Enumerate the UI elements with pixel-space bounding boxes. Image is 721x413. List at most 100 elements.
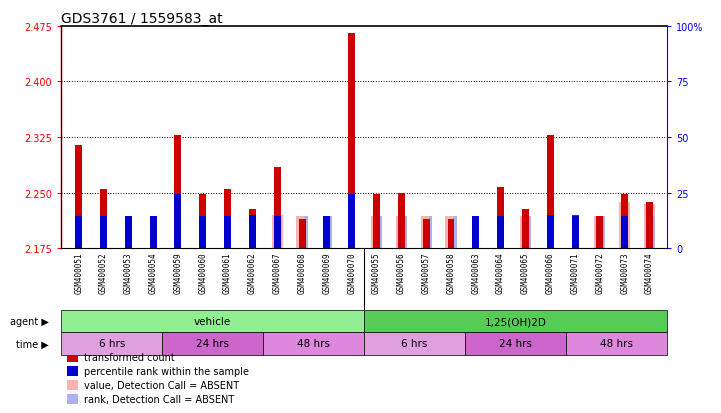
Text: 24 hrs: 24 hrs <box>499 339 532 349</box>
Bar <box>572 216 578 249</box>
Text: GSM400058: GSM400058 <box>446 252 456 293</box>
Text: GSM400062: GSM400062 <box>248 252 257 293</box>
Bar <box>61 332 162 355</box>
Bar <box>454 217 456 249</box>
Bar <box>528 217 531 249</box>
Bar <box>596 217 603 249</box>
Bar <box>249 209 256 249</box>
Bar <box>652 217 655 249</box>
Bar <box>622 217 628 249</box>
Bar <box>263 332 364 355</box>
Text: GSM400070: GSM400070 <box>348 252 356 293</box>
Text: GSM400074: GSM400074 <box>645 252 654 293</box>
Bar <box>324 217 330 249</box>
Text: GSM400069: GSM400069 <box>322 252 332 293</box>
Text: GSM400054: GSM400054 <box>149 252 158 293</box>
Bar <box>67 394 79 404</box>
Bar <box>224 217 231 249</box>
Text: time ▶: time ▶ <box>17 339 49 349</box>
Text: GSM400055: GSM400055 <box>372 252 381 293</box>
Text: GDS3761 / 1559583_at: GDS3761 / 1559583_at <box>61 12 223 26</box>
Bar <box>67 380 79 390</box>
Text: GSM400060: GSM400060 <box>198 252 207 293</box>
Bar <box>61 310 364 332</box>
Bar <box>622 195 628 249</box>
Bar <box>67 352 79 362</box>
Text: 48 hrs: 48 hrs <box>297 339 330 349</box>
Bar <box>379 217 382 249</box>
Bar <box>174 195 182 249</box>
Text: GSM400066: GSM400066 <box>546 252 554 293</box>
Text: GSM400061: GSM400061 <box>223 252 232 293</box>
Bar <box>594 217 606 249</box>
Bar <box>420 217 432 249</box>
Bar <box>465 332 566 355</box>
Bar <box>100 217 107 249</box>
Bar <box>522 209 529 249</box>
Bar <box>150 217 156 249</box>
Bar <box>644 204 655 249</box>
Bar <box>396 217 407 249</box>
Text: 6 hrs: 6 hrs <box>99 339 125 349</box>
Bar <box>348 195 355 249</box>
Text: GSM400065: GSM400065 <box>521 252 530 293</box>
Bar <box>497 217 504 249</box>
Bar <box>150 217 156 249</box>
Text: GSM400052: GSM400052 <box>99 252 108 293</box>
Bar <box>199 195 206 249</box>
Text: GSM400053: GSM400053 <box>124 252 133 293</box>
Text: GSM400063: GSM400063 <box>472 252 480 293</box>
Bar <box>446 217 456 249</box>
Bar <box>329 217 332 249</box>
Text: GSM400067: GSM400067 <box>273 252 282 293</box>
Bar <box>174 135 182 249</box>
Text: GSM400072: GSM400072 <box>596 252 604 293</box>
Bar <box>448 219 454 249</box>
Bar <box>619 202 630 249</box>
Bar <box>602 217 606 249</box>
Bar <box>364 332 465 355</box>
Text: 1,25(OH)2D: 1,25(OH)2D <box>485 316 547 326</box>
Bar <box>272 216 283 249</box>
Text: GSM400071: GSM400071 <box>570 252 580 293</box>
Bar <box>100 190 107 249</box>
Bar <box>497 188 504 249</box>
Bar <box>566 332 667 355</box>
Bar <box>348 34 355 249</box>
Bar <box>67 366 79 376</box>
Text: 48 hrs: 48 hrs <box>600 339 633 349</box>
Bar <box>520 217 531 249</box>
Bar <box>304 217 308 249</box>
Text: GSM400068: GSM400068 <box>298 252 306 293</box>
Bar <box>646 202 653 249</box>
Text: percentile rank within the sample: percentile rank within the sample <box>84 366 249 376</box>
Text: GSM400059: GSM400059 <box>174 252 182 293</box>
Bar <box>371 217 382 249</box>
Bar <box>428 217 432 249</box>
Text: vehicle: vehicle <box>194 316 231 326</box>
Bar <box>75 217 82 249</box>
Text: GSM400051: GSM400051 <box>74 252 83 293</box>
Bar <box>125 217 132 249</box>
Text: GSM400057: GSM400057 <box>422 252 430 293</box>
Bar <box>472 217 479 249</box>
Bar <box>547 135 554 249</box>
Bar <box>274 167 280 249</box>
Bar <box>373 195 380 249</box>
Bar <box>75 145 82 249</box>
Bar <box>125 217 132 249</box>
Bar <box>572 217 578 249</box>
Bar <box>472 217 479 249</box>
Bar <box>162 332 263 355</box>
Text: GSM400056: GSM400056 <box>397 252 406 293</box>
Bar <box>547 216 554 249</box>
Text: value, Detection Call = ABSENT: value, Detection Call = ABSENT <box>84 380 239 390</box>
Bar <box>199 217 206 249</box>
Text: rank, Detection Call = ABSENT: rank, Detection Call = ABSENT <box>84 394 234 404</box>
Bar <box>398 193 404 249</box>
Text: transformed count: transformed count <box>84 352 175 362</box>
Bar <box>364 310 667 332</box>
Bar <box>423 219 430 249</box>
Bar <box>274 217 280 249</box>
Bar <box>296 217 308 249</box>
